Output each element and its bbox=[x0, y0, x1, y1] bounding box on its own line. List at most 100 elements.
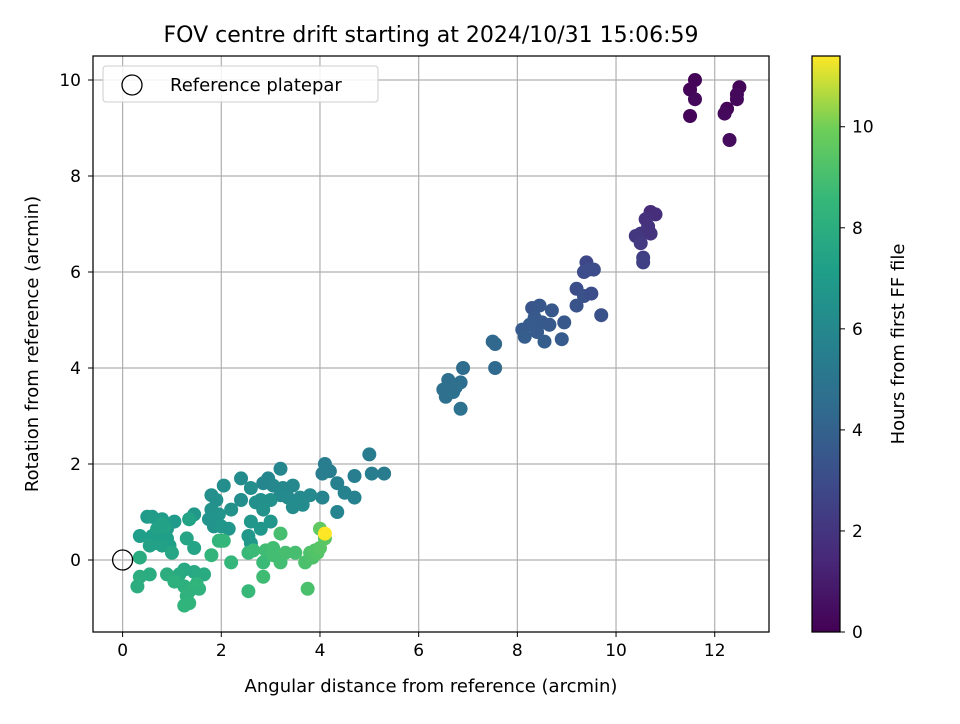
data-point bbox=[537, 334, 552, 349]
data-point bbox=[142, 538, 157, 553]
data-point bbox=[315, 466, 330, 481]
data-point bbox=[729, 92, 744, 107]
data-point bbox=[182, 512, 197, 527]
x-axis-ticks: 0 2 4 6 8 10 12 bbox=[117, 632, 726, 661]
y-axis-ticks: 0 2 4 6 8 10 bbox=[59, 71, 93, 571]
data-point bbox=[317, 526, 332, 541]
data-point bbox=[295, 497, 310, 512]
x-tick-label: 8 bbox=[512, 641, 523, 661]
data-point bbox=[216, 478, 231, 493]
data-point bbox=[256, 555, 271, 570]
data-point bbox=[155, 538, 170, 553]
reference-platepar-marker bbox=[111, 549, 134, 571]
data-point bbox=[132, 550, 147, 565]
data-point bbox=[132, 529, 147, 543]
data-point bbox=[278, 545, 293, 560]
data-point bbox=[456, 361, 471, 375]
x-tick-label: 4 bbox=[315, 641, 326, 661]
data-point bbox=[253, 521, 268, 536]
data-point bbox=[155, 517, 170, 531]
y-tick-label: 6 bbox=[70, 263, 81, 283]
data-point bbox=[643, 226, 658, 241]
data-point bbox=[263, 514, 278, 529]
plot-frame bbox=[92, 55, 770, 633]
data-point bbox=[256, 569, 271, 584]
reference-marker bbox=[111, 549, 134, 571]
legend-label: Reference platepar bbox=[170, 75, 342, 96]
data-point bbox=[330, 505, 345, 519]
legend-marker bbox=[121, 74, 143, 96]
colorbar-gradient bbox=[811, 55, 841, 633]
data-point bbox=[246, 543, 261, 558]
data-point bbox=[636, 255, 651, 270]
data-point bbox=[197, 567, 212, 582]
data-point bbox=[517, 329, 532, 344]
data-point bbox=[488, 361, 503, 375]
data-point bbox=[594, 308, 609, 323]
data-point bbox=[182, 596, 197, 611]
y-axis-label: Rotation from reference (arcmin) bbox=[22, 196, 43, 492]
data-point bbox=[224, 502, 239, 517]
data-point bbox=[453, 401, 468, 416]
x-tick-label: 12 bbox=[704, 641, 726, 661]
data-point bbox=[362, 447, 377, 462]
data-point bbox=[288, 545, 303, 560]
legend: Reference platepar bbox=[102, 65, 379, 103]
colorbar-tick-label: 0 bbox=[852, 623, 863, 643]
data-point bbox=[243, 514, 258, 529]
data-point bbox=[164, 545, 179, 560]
data-point bbox=[448, 380, 463, 395]
colorbar-ticks: 0 2 4 6 8 10 bbox=[840, 118, 874, 643]
data-point bbox=[266, 541, 281, 555]
data-point bbox=[285, 478, 300, 493]
data-point bbox=[130, 579, 145, 594]
data-point bbox=[234, 471, 249, 486]
data-point bbox=[542, 317, 557, 332]
data-point bbox=[224, 555, 239, 570]
data-point bbox=[377, 466, 392, 481]
data-point bbox=[687, 92, 702, 107]
colorbar-tick-label: 8 bbox=[852, 219, 863, 239]
data-point bbox=[584, 286, 599, 301]
colorbar-label: Hours from first FF file bbox=[888, 244, 909, 445]
y-tick-label: 4 bbox=[70, 359, 81, 379]
data-point bbox=[717, 106, 732, 121]
data-point bbox=[633, 236, 648, 251]
y-tick-label: 0 bbox=[70, 551, 81, 571]
data-point bbox=[530, 325, 545, 339]
data-point bbox=[216, 533, 231, 548]
data-point bbox=[234, 493, 249, 507]
data-point bbox=[187, 541, 202, 555]
data-point bbox=[273, 526, 288, 541]
data-point bbox=[364, 466, 379, 481]
grid-lines bbox=[93, 56, 769, 632]
data-point bbox=[347, 469, 362, 483]
data-point bbox=[557, 315, 572, 330]
data-point bbox=[576, 265, 591, 279]
colorbar-tick-label: 2 bbox=[852, 522, 863, 542]
data-point bbox=[488, 337, 503, 351]
legend-box bbox=[102, 65, 379, 103]
data-point bbox=[532, 298, 547, 313]
data-point bbox=[256, 502, 271, 517]
y-tick-label: 2 bbox=[70, 455, 81, 475]
colorbar-tick-label: 4 bbox=[852, 421, 863, 441]
x-axis-label: Angular distance from reference (arcmin) bbox=[245, 676, 618, 697]
x-tick-label: 10 bbox=[605, 641, 627, 661]
data-point bbox=[569, 298, 584, 313]
data-point bbox=[330, 476, 345, 491]
data-point bbox=[554, 332, 569, 347]
data-point bbox=[303, 488, 318, 503]
data-point bbox=[315, 490, 330, 505]
data-point bbox=[300, 581, 315, 596]
data-point bbox=[189, 577, 204, 591]
data-point bbox=[683, 109, 698, 123]
x-tick-label: 6 bbox=[413, 641, 424, 661]
y-tick-label: 10 bbox=[59, 71, 81, 91]
data-point bbox=[722, 133, 737, 147]
colorbar-tick-label: 10 bbox=[852, 118, 874, 138]
data-point bbox=[243, 481, 258, 495]
chart-title: FOV centre drift starting at 2024/10/31 … bbox=[164, 23, 699, 48]
